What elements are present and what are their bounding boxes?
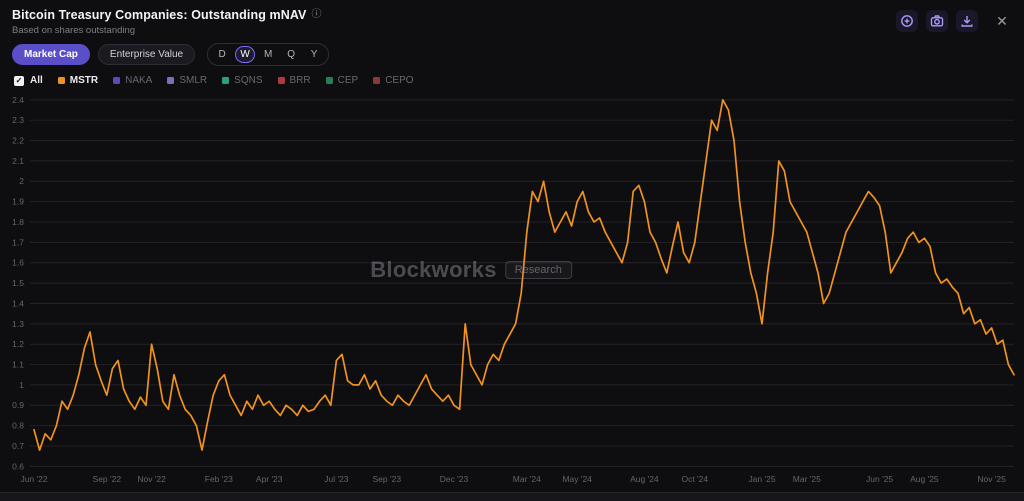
legend-item-label: SQNS (234, 75, 263, 86)
svg-text:Aug '24: Aug '24 (630, 474, 659, 484)
svg-text:Sep '22: Sep '22 (93, 474, 122, 484)
all-checkbox-icon[interactable]: ✓ (14, 75, 24, 86)
svg-text:2.3: 2.3 (12, 115, 24, 125)
period-toggle-group: D W M Q Y (207, 43, 330, 66)
svg-text:Nov '22: Nov '22 (137, 474, 166, 484)
legend-all-toggle[interactable]: ✓ All (14, 75, 43, 86)
legend-item-mstr[interactable]: MSTR (57, 75, 99, 86)
svg-text:Jun '22: Jun '22 (20, 474, 47, 484)
svg-text:Dec '23: Dec '23 (440, 474, 469, 484)
period-quarter-button[interactable]: Q (281, 46, 301, 63)
svg-text:2.4: 2.4 (12, 95, 24, 105)
header-actions: ✕ (896, 8, 1012, 32)
legend: ✓ All MSTR NAKA SMLR SQNS BRR CEP (0, 69, 1024, 88)
controls-row: Market Cap Enterprise Value D W M Q Y (0, 38, 1024, 69)
legend-item-label: NAKA (125, 75, 153, 86)
svg-text:0.7: 0.7 (12, 441, 24, 451)
svg-text:0.9: 0.9 (12, 400, 24, 410)
svg-text:2.2: 2.2 (12, 136, 24, 146)
cepo-swatch-icon (373, 77, 381, 84)
legend-item-sqns[interactable]: SQNS (222, 75, 263, 86)
svg-text:1.1: 1.1 (12, 360, 24, 370)
smlr-swatch-icon (167, 77, 175, 84)
chart-area[interactable]: 0.6 0.7 0.8 0.9 1 1.1 1.2 1.3 1.4 1.5 1.6 1.7 1.8 1.9… (0, 88, 1024, 492)
mnav-line-chart[interactable]: 0.6 0.7 0.8 0.9 1 1.1 1.2 1.3 1.4 1.5 1.6 1.7 1.8 1.9… (0, 88, 1024, 492)
legend-item-cep[interactable]: CEP (325, 75, 359, 86)
svg-text:1: 1 (19, 380, 24, 390)
cep-swatch-icon (325, 77, 333, 84)
camera-icon (930, 15, 944, 27)
svg-text:Jun '25: Jun '25 (866, 474, 893, 484)
chart-subtitle: Based on shares outstanding (12, 25, 136, 36)
svg-text:May '24: May '24 (562, 474, 592, 484)
close-button[interactable]: ✕ (992, 11, 1012, 31)
mstr-swatch-icon (57, 77, 65, 84)
legend-all-label: All (30, 75, 43, 86)
info-icon[interactable]: ⓘ (311, 9, 322, 20)
svg-text:2.1: 2.1 (12, 156, 24, 166)
svg-text:1.9: 1.9 (12, 197, 24, 207)
legend-item-label: CEPO (385, 75, 414, 86)
svg-text:Mar '25: Mar '25 (793, 474, 821, 484)
period-week-button[interactable]: W (235, 46, 256, 63)
svg-text:1.8: 1.8 (12, 217, 24, 227)
brr-swatch-icon (277, 77, 285, 84)
bottom-scrollbar[interactable] (0, 492, 1024, 501)
svg-text:1.2: 1.2 (12, 339, 24, 349)
svg-text:0.8: 0.8 (12, 421, 24, 431)
metric-enterprise-value-button[interactable]: Enterprise Value (97, 44, 196, 65)
metric-market-cap-button[interactable]: Market Cap (12, 44, 90, 65)
legend-item-smlr[interactable]: SMLR (167, 75, 207, 86)
svg-text:1.4: 1.4 (12, 298, 24, 308)
svg-text:1.6: 1.6 (12, 258, 24, 268)
header-left: Bitcoin Treasury Companies: Outstanding … (12, 8, 322, 36)
svg-text:Oct '24: Oct '24 (681, 474, 708, 484)
period-year-button[interactable]: Y (304, 46, 324, 63)
svg-text:Feb '23: Feb '23 (205, 474, 233, 484)
svg-text:Mar '24: Mar '24 (513, 474, 541, 484)
legend-item-label: CEP (337, 75, 359, 86)
period-day-button[interactable]: D (212, 46, 232, 63)
sqns-swatch-icon (222, 77, 230, 84)
svg-text:Aug '25: Aug '25 (910, 474, 939, 484)
legend-item-label: SMLR (179, 75, 208, 86)
svg-text:2: 2 (19, 176, 24, 186)
svg-text:1.3: 1.3 (12, 319, 24, 329)
legend-item-brr[interactable]: BRR (277, 75, 311, 86)
svg-text:1.7: 1.7 (12, 237, 24, 247)
svg-text:Jul '23: Jul '23 (324, 474, 349, 484)
svg-text:0.6: 0.6 (12, 461, 24, 471)
period-month-button[interactable]: M (258, 46, 278, 63)
svg-text:Sep '23: Sep '23 (373, 474, 402, 484)
legend-item-label: BRR (289, 75, 311, 86)
zoom-in-icon (901, 15, 913, 27)
svg-text:Jan '25: Jan '25 (748, 474, 775, 484)
header: Bitcoin Treasury Companies: Outstanding … (0, 0, 1024, 38)
legend-item-cepo[interactable]: CEPO (373, 75, 414, 86)
naka-swatch-icon (113, 77, 121, 84)
svg-text:1.5: 1.5 (12, 278, 24, 288)
svg-text:Nov '25: Nov '25 (977, 474, 1006, 484)
download-button[interactable] (956, 10, 978, 32)
zoom-in-button[interactable] (896, 10, 918, 32)
download-icon (961, 16, 973, 27)
legend-item-naka[interactable]: NAKA (113, 75, 152, 86)
page-title: Bitcoin Treasury Companies: Outstanding … (12, 8, 307, 22)
camera-button[interactable] (926, 10, 948, 32)
svg-text:Apr '23: Apr '23 (256, 474, 283, 484)
legend-item-label: MSTR (69, 75, 99, 86)
